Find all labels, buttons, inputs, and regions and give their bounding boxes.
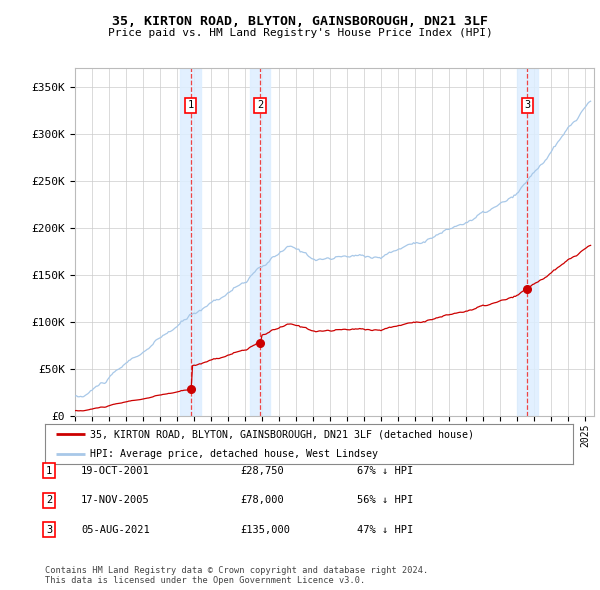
Text: £135,000: £135,000 (240, 525, 290, 535)
Text: 2: 2 (257, 100, 263, 110)
Text: 05-AUG-2021: 05-AUG-2021 (81, 525, 150, 535)
Text: 35, KIRTON ROAD, BLYTON, GAINSBOROUGH, DN21 3LF (detached house): 35, KIRTON ROAD, BLYTON, GAINSBOROUGH, D… (90, 430, 474, 440)
Bar (250, 68, 271, 416)
Text: 3: 3 (524, 100, 530, 110)
Text: 17-NOV-2005: 17-NOV-2005 (81, 496, 150, 505)
Text: £78,000: £78,000 (240, 496, 284, 505)
Text: 47% ↓ HPI: 47% ↓ HPI (357, 525, 413, 535)
Text: HPI: Average price, detached house, West Lindsey: HPI: Average price, detached house, West… (90, 449, 378, 458)
Text: £28,750: £28,750 (240, 466, 284, 476)
Bar (517, 68, 538, 416)
Text: Price paid vs. HM Land Registry's House Price Index (HPI): Price paid vs. HM Land Registry's House … (107, 28, 493, 38)
Bar (181, 68, 201, 416)
Text: 3: 3 (46, 525, 52, 535)
Text: 1: 1 (187, 100, 194, 110)
Text: 2: 2 (46, 496, 52, 505)
Text: 1: 1 (46, 466, 52, 476)
Text: 35, KIRTON ROAD, BLYTON, GAINSBOROUGH, DN21 3LF: 35, KIRTON ROAD, BLYTON, GAINSBOROUGH, D… (112, 15, 488, 28)
Text: 67% ↓ HPI: 67% ↓ HPI (357, 466, 413, 476)
Text: 19-OCT-2001: 19-OCT-2001 (81, 466, 150, 476)
Text: 56% ↓ HPI: 56% ↓ HPI (357, 496, 413, 505)
Text: Contains HM Land Registry data © Crown copyright and database right 2024.
This d: Contains HM Land Registry data © Crown c… (45, 566, 428, 585)
